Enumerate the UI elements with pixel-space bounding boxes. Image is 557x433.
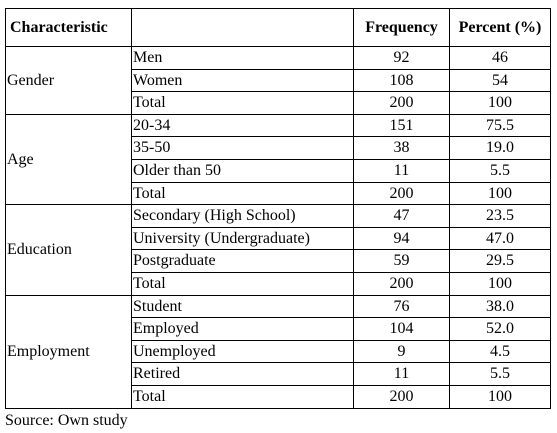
row-percent: 19.0 (449, 136, 551, 160)
table-row: Retired 11 5.5 (6, 362, 551, 386)
row-frequency: 104 (353, 317, 450, 341)
row-frequency: 200 (353, 181, 450, 206)
row-label: Older than 50 (131, 158, 354, 183)
row-frequency: 151 (353, 113, 450, 138)
table-row: Gender Men 92 46 (5, 46, 551, 115)
row-percent: 29.5 (449, 249, 551, 273)
row-label: Men (131, 46, 354, 70)
group-name-gender: Gender (5, 46, 132, 115)
table-row: Education Secondary (High School) 47 23.5 (5, 204, 551, 296)
table-header: Characteristic Frequency Percent (%) (5, 8, 551, 47)
row-frequency: 47 (353, 204, 450, 228)
row-frequency: 94 (353, 226, 450, 251)
row-percent: 23.5 (449, 204, 551, 228)
row-label: Total (131, 271, 354, 296)
table-row: Employed 104 52.0 (6, 317, 551, 341)
row-label: Total (131, 181, 354, 206)
row-percent: 52.0 (449, 317, 551, 341)
row-percent: 100 (449, 384, 551, 409)
row-frequency: 11 (353, 158, 450, 183)
row-frequency: 200 (353, 91, 450, 115)
header-subcategory (131, 8, 354, 47)
row-percent: 100 (449, 271, 551, 296)
row-label: Postgraduate (131, 249, 354, 273)
table-row: Older than 50 11 5.5 (6, 158, 551, 183)
row-percent: 100 (449, 91, 551, 115)
row-frequency: 92 (353, 46, 450, 70)
row-label: Secondary (High School) (131, 204, 354, 228)
group-name-employment: Employment (5, 294, 132, 409)
row-percent: 75.5 (449, 113, 551, 138)
row-frequency: 108 (353, 68, 450, 93)
table-row: Total 200 100 (6, 91, 551, 115)
table-row: Total 200 100 (6, 271, 551, 296)
table-row: Employment Student 76 38.0 (5, 294, 551, 409)
row-percent: 100 (449, 181, 551, 206)
table-body: Gender Men 92 46 Women 108 54 Total 200 100 Age 20-… (5, 46, 551, 409)
row-label: Retired (131, 362, 354, 386)
group-name-education: Education (5, 204, 132, 296)
characteristics-table: Characteristic Frequency Percent (%) Gen… (5, 8, 551, 409)
row-label: Total (131, 91, 354, 115)
row-percent: 5.5 (449, 158, 551, 183)
table-row: Age 20-34 151 75.5 (5, 113, 551, 206)
header-frequency: Frequency (353, 8, 450, 47)
row-label: Women (131, 68, 354, 93)
row-frequency: 200 (353, 271, 450, 296)
group-name-age: Age (5, 113, 132, 206)
row-label: Unemployed (131, 339, 354, 364)
table-row: University (Undergraduate) 94 47.0 (6, 226, 551, 251)
row-percent: 47.0 (449, 226, 551, 251)
row-label: Employed (131, 317, 354, 341)
row-label: University (Undergraduate) (131, 226, 354, 251)
source-note: Source: Own study (5, 411, 128, 429)
row-percent: 4.5 (449, 339, 551, 364)
row-label: Total (131, 384, 354, 409)
row-frequency: 76 (353, 294, 450, 319)
row-percent: 54 (449, 68, 551, 93)
header-characteristic: Characteristic (5, 8, 132, 47)
row-label: 35-50 (131, 136, 354, 160)
header-percent: Percent (%) (449, 8, 551, 47)
table-row: Total 200 100 (6, 384, 551, 409)
row-frequency: 200 (353, 384, 450, 409)
row-percent: 38.0 (449, 294, 551, 319)
row-percent: 5.5 (449, 362, 551, 386)
row-label: Student (131, 294, 354, 319)
row-frequency: 59 (353, 249, 450, 273)
row-percent: 46 (449, 46, 551, 70)
row-frequency: 11 (353, 362, 450, 386)
row-frequency: 9 (353, 339, 450, 364)
table-row: Total 200 100 (6, 181, 551, 206)
row-frequency: 38 (353, 136, 450, 160)
table-row: Postgraduate 59 29.5 (6, 249, 551, 273)
header-row: Characteristic Frequency Percent (%) (5, 8, 551, 47)
row-label: 20-34 (131, 113, 354, 138)
